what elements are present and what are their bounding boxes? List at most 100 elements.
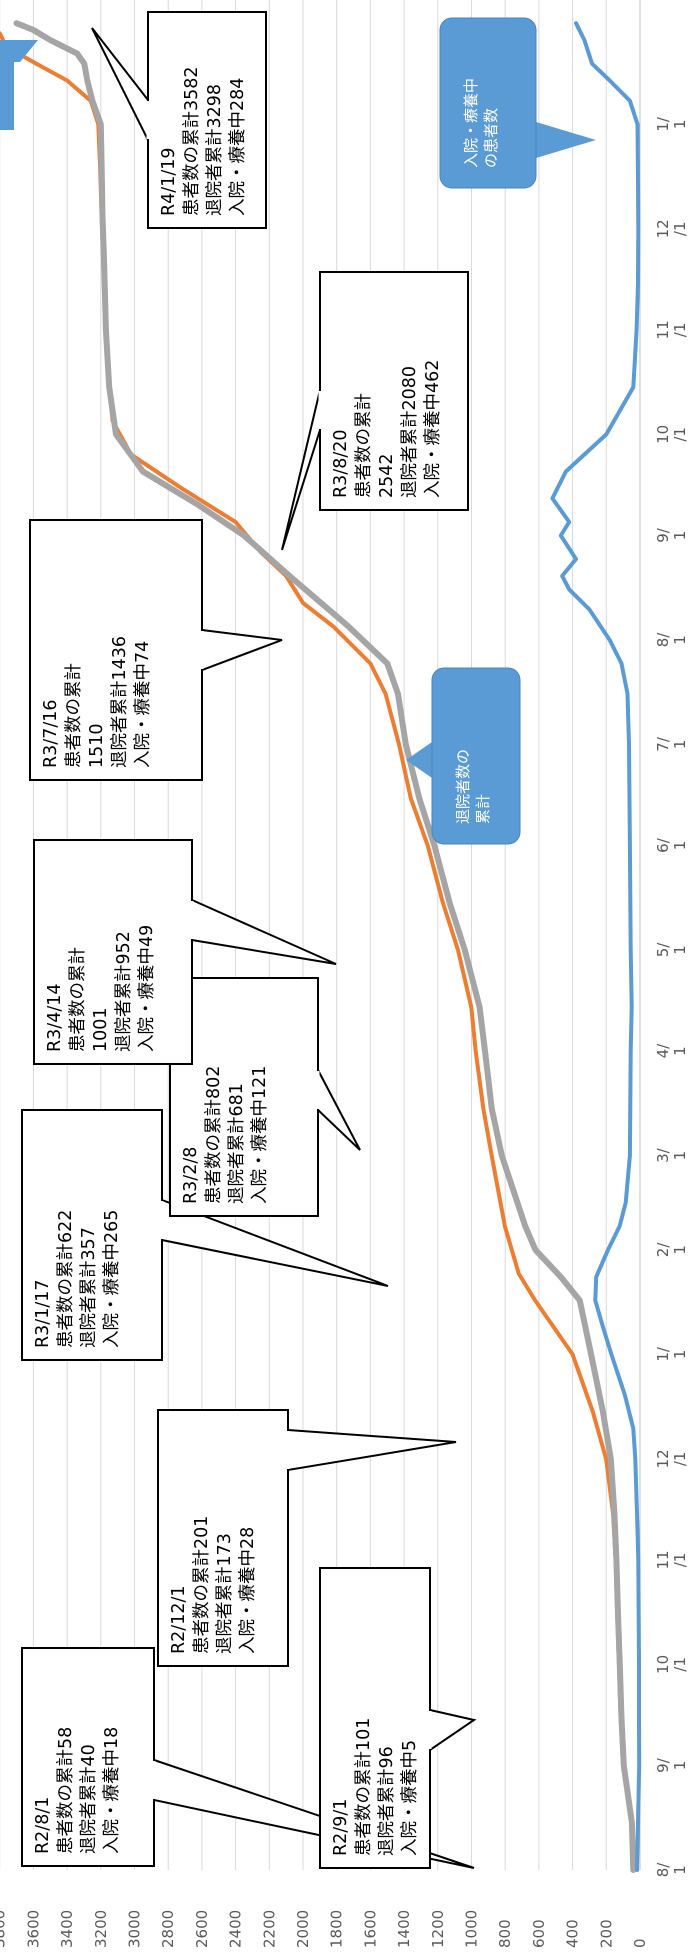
- callout-text-line: 患者数の累計: [64, 663, 84, 768]
- x-tick-label: 8/1: [654, 1862, 689, 1878]
- callout-text-block: R2/12/1 患者数の累計201 退院者累計173 入院・療養中28: [169, 1516, 258, 1654]
- callout-text-block: R3/4/14 患者数の累計 1001 退院者累計952 入院・療養中49: [45, 925, 157, 1052]
- x-tick-label: 9/1: [654, 527, 689, 543]
- x-tick-label-line: 1: [671, 1151, 689, 1161]
- y-tick-label: 1200: [429, 1910, 447, 1948]
- y-tick-label: 3000: [126, 1910, 144, 1948]
- callout-box: [21, 1109, 163, 1361]
- callout-text-block: R3/7/16 患者数の累計 1510 退院者累計1436 入院・療養中74: [41, 636, 153, 768]
- x-tick-label-line: 9/: [654, 1757, 672, 1773]
- x-tick-label-line: /1: [671, 1657, 689, 1672]
- callout: R3/7/16 患者数の累計 1510 退院者累計1436 入院・療養中74: [29, 519, 283, 781]
- x-tick-label: 2/1: [654, 1242, 689, 1258]
- clipped-bubble: [0, 40, 38, 62]
- x-tick-label: 4/1: [654, 1043, 689, 1059]
- callout-pointer: [429, 1708, 477, 1752]
- x-tick-label-line: 2/: [654, 1242, 672, 1258]
- callout-text-line: 退院者累計40: [79, 1744, 99, 1854]
- y-tick-label: 0: [631, 1938, 649, 1948]
- callout-box: [169, 977, 319, 1217]
- y-tick-label: 200: [597, 1919, 615, 1948]
- callout-text-line: 入院・療養中49: [137, 925, 157, 1052]
- callout-text-line: R3/1/17: [33, 1280, 53, 1349]
- callout-text-line: 患者数の累計101: [354, 1718, 374, 1856]
- callout-pointer: [317, 1069, 361, 1151]
- callout-text-line: 患者数の累計622: [56, 1210, 76, 1348]
- x-tick-label: 7/1: [654, 736, 689, 752]
- series-label-bubble: 退院者数の 累計: [406, 667, 521, 845]
- x-tick-label: 12/1: [654, 1449, 689, 1468]
- callout-text-line: 入院・療養中284: [228, 78, 248, 216]
- x-tick-label-line: 10: [654, 1655, 672, 1674]
- x-tick-label: 6/1: [654, 837, 689, 853]
- x-tick-label-line: 1/: [654, 1346, 672, 1362]
- callout: R3/8/20 患者数の累計 2542 退院者累計2080 入院・療養中462: [281, 271, 469, 551]
- x-tick-label: 10/1: [654, 425, 689, 444]
- callout-text-line: 入院・療養中462: [423, 360, 443, 498]
- x-tick-label-line: 12: [654, 219, 672, 238]
- callout-text-line: 患者数の累計: [354, 393, 374, 498]
- x-tick-label-line: 1: [671, 740, 689, 750]
- callout-box: [319, 1567, 431, 1869]
- callout-text-line: 1510: [87, 723, 107, 768]
- x-tick-label-line: /1: [671, 427, 689, 442]
- callout-text-line: R3/7/16: [41, 700, 61, 769]
- series-line-1: [13, 20, 637, 1873]
- callout-text-line: 退院者累計1436: [110, 636, 130, 768]
- y-tick-label: 2000: [294, 1910, 312, 1948]
- callout-pointer: [201, 628, 283, 672]
- x-tick-label-line: 8/: [654, 1862, 672, 1878]
- callout-text-block: R2/9/1 患者数の累計101 退院者累計96 入院・療養中5: [331, 1718, 420, 1856]
- x-tick-label: 8/1: [654, 632, 689, 648]
- callout-box: [147, 11, 267, 229]
- callout-text-line: 退院者累計681: [227, 1083, 247, 1204]
- y-tick-label: 2800: [159, 1910, 177, 1948]
- callout-text-line: 退院者累計173: [215, 1533, 235, 1654]
- y-tick-label: 800: [496, 1919, 514, 1948]
- x-tick-label-line: 11: [654, 320, 672, 339]
- callout-pointer: [281, 389, 321, 551]
- clipped-bubble-body: [0, 60, 14, 130]
- x-tick-label-line: 5/: [654, 942, 672, 958]
- x-tick-label-line: 1: [671, 1046, 689, 1056]
- callout-box: [319, 271, 469, 511]
- x-tick-label-line: /1: [671, 323, 689, 338]
- x-tick-label: 1/1: [654, 1346, 689, 1362]
- x-tick-label-line: 6/: [654, 837, 672, 853]
- bubble-text-line: 累計: [474, 794, 492, 824]
- x-tick-label: 12/1: [654, 219, 689, 238]
- x-tick-label-line: 1: [671, 120, 689, 130]
- callout-text-line: 入院・療養中265: [102, 1210, 122, 1348]
- callout-text-line: R3/4/14: [45, 984, 65, 1053]
- x-tick-label: 5/1: [654, 942, 689, 958]
- callout-text-line: 入院・療養中74: [133, 641, 153, 768]
- callouts: R2/8/1 患者数の累計58 退院者累計40 入院・療養中18 R2/9/1 患者数の累…: [0, 11, 596, 1869]
- bubble-pointer: [406, 742, 432, 778]
- x-tick-label: 11/1: [654, 1550, 689, 1569]
- y-tick-label: 3600: [24, 1910, 42, 1948]
- x-tick-label-line: 1: [671, 531, 689, 541]
- callout: R2/9/1 患者数の累計101 退院者累計96 入院・療養中5: [319, 1567, 477, 1869]
- y-tick-label: 2600: [193, 1910, 211, 1948]
- x-tick-label-line: 10: [654, 425, 672, 444]
- bubble-text-line: 退院者数の: [454, 749, 472, 824]
- callout: R3/2/8 患者数の累計802 退院者累計681 入院・療養中121: [169, 977, 361, 1217]
- x-tick-label: 3/1: [654, 1147, 689, 1163]
- callout-text-line: 入院・療養中18: [102, 1727, 122, 1854]
- series-lines: [0, 20, 642, 1873]
- callout-text-line: 退院者累計2080: [400, 366, 420, 498]
- x-tick-label: 11/1: [654, 320, 689, 339]
- callout-pointer: [191, 898, 337, 965]
- callout-text-line: 退院者累計952: [114, 931, 134, 1052]
- x-tick-label-line: /1: [671, 1553, 689, 1568]
- x-tick-label-line: 12: [654, 1449, 672, 1468]
- callout-text-block: R2/8/1 患者数の累計58 退院者累計40 入院・療養中18: [33, 1727, 122, 1854]
- x-tick-label-line: 9/: [654, 527, 672, 543]
- x-tick-label-line: 1: [671, 841, 689, 851]
- callout-text-line: 退院者累計96: [377, 1746, 397, 1856]
- callout-box: [33, 839, 193, 1065]
- x-axis-ticks: 8/19/110/111/112/11/12/13/14/15/16/17/18…: [654, 116, 689, 1877]
- y-tick-label: 400: [564, 1919, 582, 1948]
- callout-text-line: 患者数の累計802: [204, 1066, 224, 1204]
